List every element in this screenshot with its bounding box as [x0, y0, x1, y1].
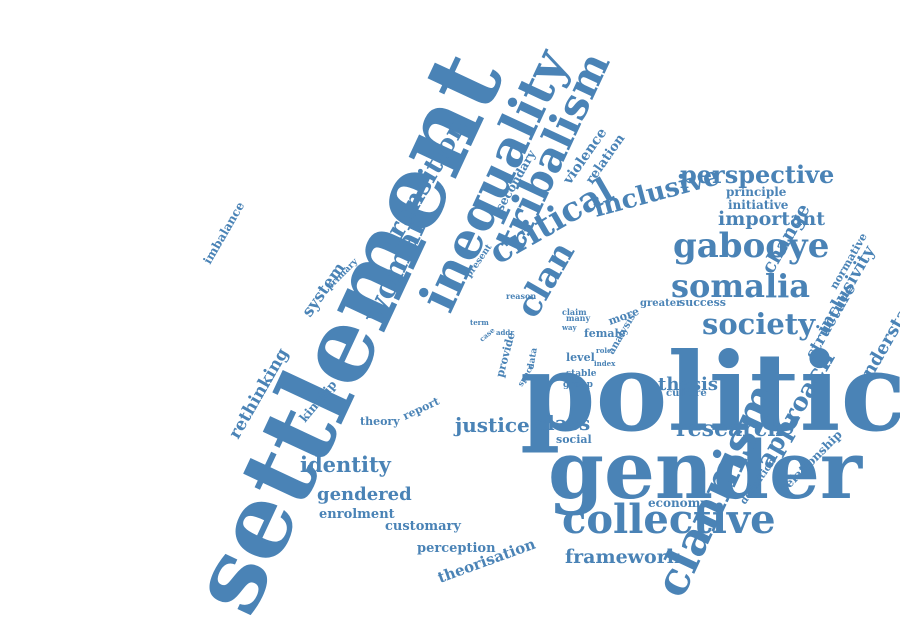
- word-gabooye: gabooye: [673, 226, 829, 266]
- word-gendered: gendered: [317, 484, 412, 505]
- word-group: group: [563, 380, 593, 390]
- word-index: index: [594, 359, 616, 368]
- word-identity: identity: [300, 452, 392, 477]
- word-gender: gender: [548, 423, 863, 517]
- word-reason: reason: [506, 291, 536, 301]
- word-perspective: perspective: [680, 160, 834, 189]
- word-addr: addr: [496, 328, 514, 337]
- word-success: success: [679, 296, 726, 309]
- word-political: political: [520, 330, 900, 456]
- word-society: society: [702, 307, 816, 341]
- word-claim: claim: [562, 307, 587, 317]
- word-report: report: [401, 394, 442, 423]
- word-important: important: [718, 208, 825, 230]
- word-perception: perception: [417, 541, 496, 556]
- word-framework: framework: [565, 546, 681, 568]
- word-research: research: [676, 416, 783, 442]
- word-level: level: [566, 351, 595, 364]
- word-enrolment: enrolment: [319, 507, 395, 522]
- word-data: data: [526, 347, 540, 371]
- word-social: social: [556, 433, 592, 446]
- word-collective: collective: [562, 496, 776, 543]
- word-class: class: [535, 411, 590, 435]
- word-case: case: [478, 325, 497, 343]
- word-thesis: thesis: [658, 374, 718, 395]
- word-imbalance: imbalance: [200, 199, 247, 266]
- word-many: many: [566, 313, 590, 323]
- word-term: term: [470, 318, 489, 327]
- word-provide: provide: [493, 331, 517, 379]
- word-somalia: somalia: [671, 267, 810, 305]
- word-initiative: initiative: [728, 198, 789, 212]
- word-economy: economy: [648, 496, 708, 510]
- word-greater: greater: [640, 298, 682, 309]
- word-stable: stable: [566, 369, 597, 379]
- word-justice: justice: [453, 413, 530, 437]
- word-female: female: [584, 327, 626, 340]
- word-theory: theory: [360, 415, 400, 428]
- word-culture: culture: [666, 388, 707, 399]
- word-principle: principle: [726, 185, 787, 199]
- word-way: way: [561, 323, 578, 332]
- word-customary: customary: [385, 519, 461, 534]
- word-role: role: [596, 346, 612, 355]
